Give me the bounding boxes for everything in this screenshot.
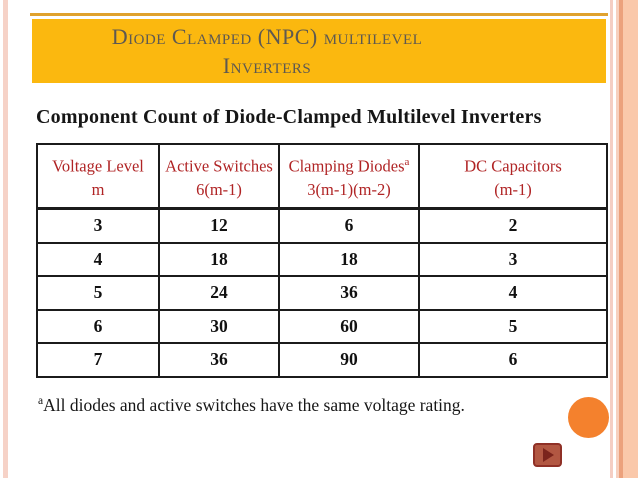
footnote-text: All diodes and active switches have the … (43, 395, 465, 415)
table-row: 6 30 60 5 (36, 308, 608, 344)
table-cell: 36 (278, 275, 420, 311)
slide-title-line2: Inverters (222, 53, 312, 78)
table-row: 3 12 6 2 (36, 207, 608, 244)
table-header-row: Voltage Level m Active Switches 6(m-1) C… (36, 143, 608, 210)
play-icon (543, 448, 554, 462)
column-header-clamping-diodes: Clamping Diodesa 3(m-1)(m-2) (278, 143, 420, 210)
next-slide-button[interactable] (533, 443, 562, 467)
right-edge-stripe (613, 0, 616, 478)
column-header-active-switches: Active Switches 6(m-1) (158, 143, 280, 210)
column-header-dc-capacitors: DC Capacitors (m-1) (418, 143, 608, 210)
column-header-superscript: a (404, 155, 410, 168)
right-edge-stripe (623, 0, 638, 478)
table-cell: 4 (36, 241, 160, 277)
right-edge-stripe (619, 0, 623, 478)
right-edge-stripe (616, 0, 619, 478)
table-cell: 18 (158, 241, 280, 277)
column-header-formula: m (91, 180, 105, 200)
table-row: 4 18 18 3 (36, 241, 608, 277)
title-top-rule (30, 13, 608, 16)
table-cell: 4 (418, 275, 608, 311)
table-cell: 2 (418, 207, 608, 244)
slide-title-line1: Diode Clamped (NPC) multilevel (111, 24, 423, 49)
table-cell: 7 (36, 342, 160, 378)
column-header-label: DC Capacitors (464, 156, 562, 176)
column-header-label: Active Switches (165, 156, 273, 176)
table-heading: Component Count of Diode-Clamped Multile… (36, 106, 542, 128)
column-header-label: Voltage Level (52, 156, 144, 176)
table-cell: 5 (36, 275, 160, 311)
footnote-superscript: a (38, 395, 44, 408)
table-cell: 3 (418, 241, 608, 277)
accent-circle (568, 397, 609, 438)
column-header-formula: (m-1) (494, 180, 532, 200)
component-count-table: Voltage Level m Active Switches 6(m-1) C… (36, 143, 608, 378)
column-header-formula: 6(m-1) (196, 180, 242, 200)
left-edge-stripe (3, 0, 8, 478)
table-cell: 18 (278, 241, 420, 277)
footnote: aAll diodes and active switches have the… (38, 395, 578, 416)
column-header-formula: 3(m-1)(m-2) (307, 180, 391, 200)
title-banner: Diode Clamped (NPC) multilevel Inverters (32, 19, 606, 83)
table-cell: 30 (158, 308, 280, 344)
table-cell: 36 (158, 342, 280, 378)
table-cell: 3 (36, 207, 160, 244)
column-header-label: Clamping Diodes (288, 156, 405, 176)
table-cell: 12 (158, 207, 280, 244)
table-cell: 6 (418, 342, 608, 378)
table-cell: 6 (278, 207, 420, 244)
table-cell: 5 (418, 308, 608, 344)
column-header-voltage-level: Voltage Level m (36, 143, 160, 210)
table-cell: 60 (278, 308, 420, 344)
slide-title: Diode Clamped (NPC) multilevel Inverters (32, 22, 502, 80)
right-edge-stripe (610, 0, 613, 478)
table-cell: 6 (36, 308, 160, 344)
table-row: 5 24 36 4 (36, 275, 608, 311)
table-row: 7 36 90 6 (36, 342, 608, 378)
table-cell: 90 (278, 342, 420, 378)
table-cell: 24 (158, 275, 280, 311)
